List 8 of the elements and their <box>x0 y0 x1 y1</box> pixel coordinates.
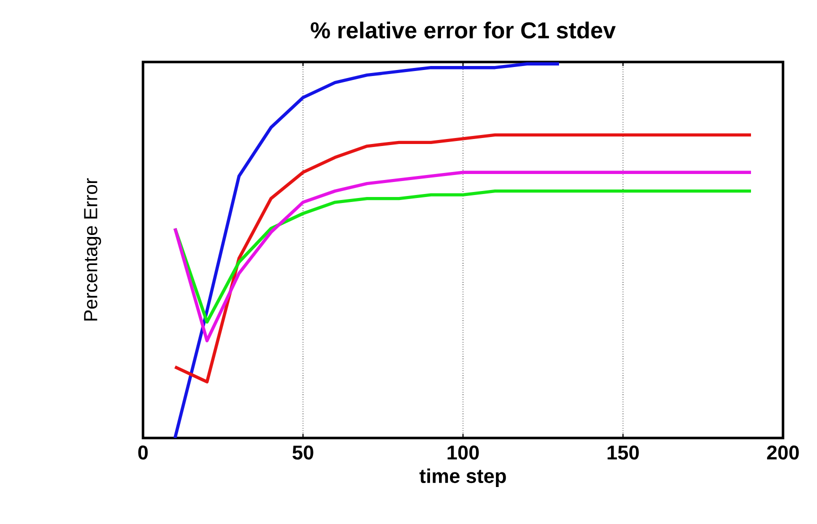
x-axis-title: time step <box>420 468 506 488</box>
x-tick-label: 100 <box>448 446 479 460</box>
y-axis-title: Percentage Error <box>84 178 102 321</box>
x-tick-label: 200 <box>767 446 799 460</box>
x-tick-label: 50 <box>292 446 314 460</box>
chart-title: % relative error for C1 stdev <box>310 22 616 38</box>
x-tick-label: 150 <box>608 446 639 460</box>
x-tick-label: 0 <box>138 446 148 460</box>
